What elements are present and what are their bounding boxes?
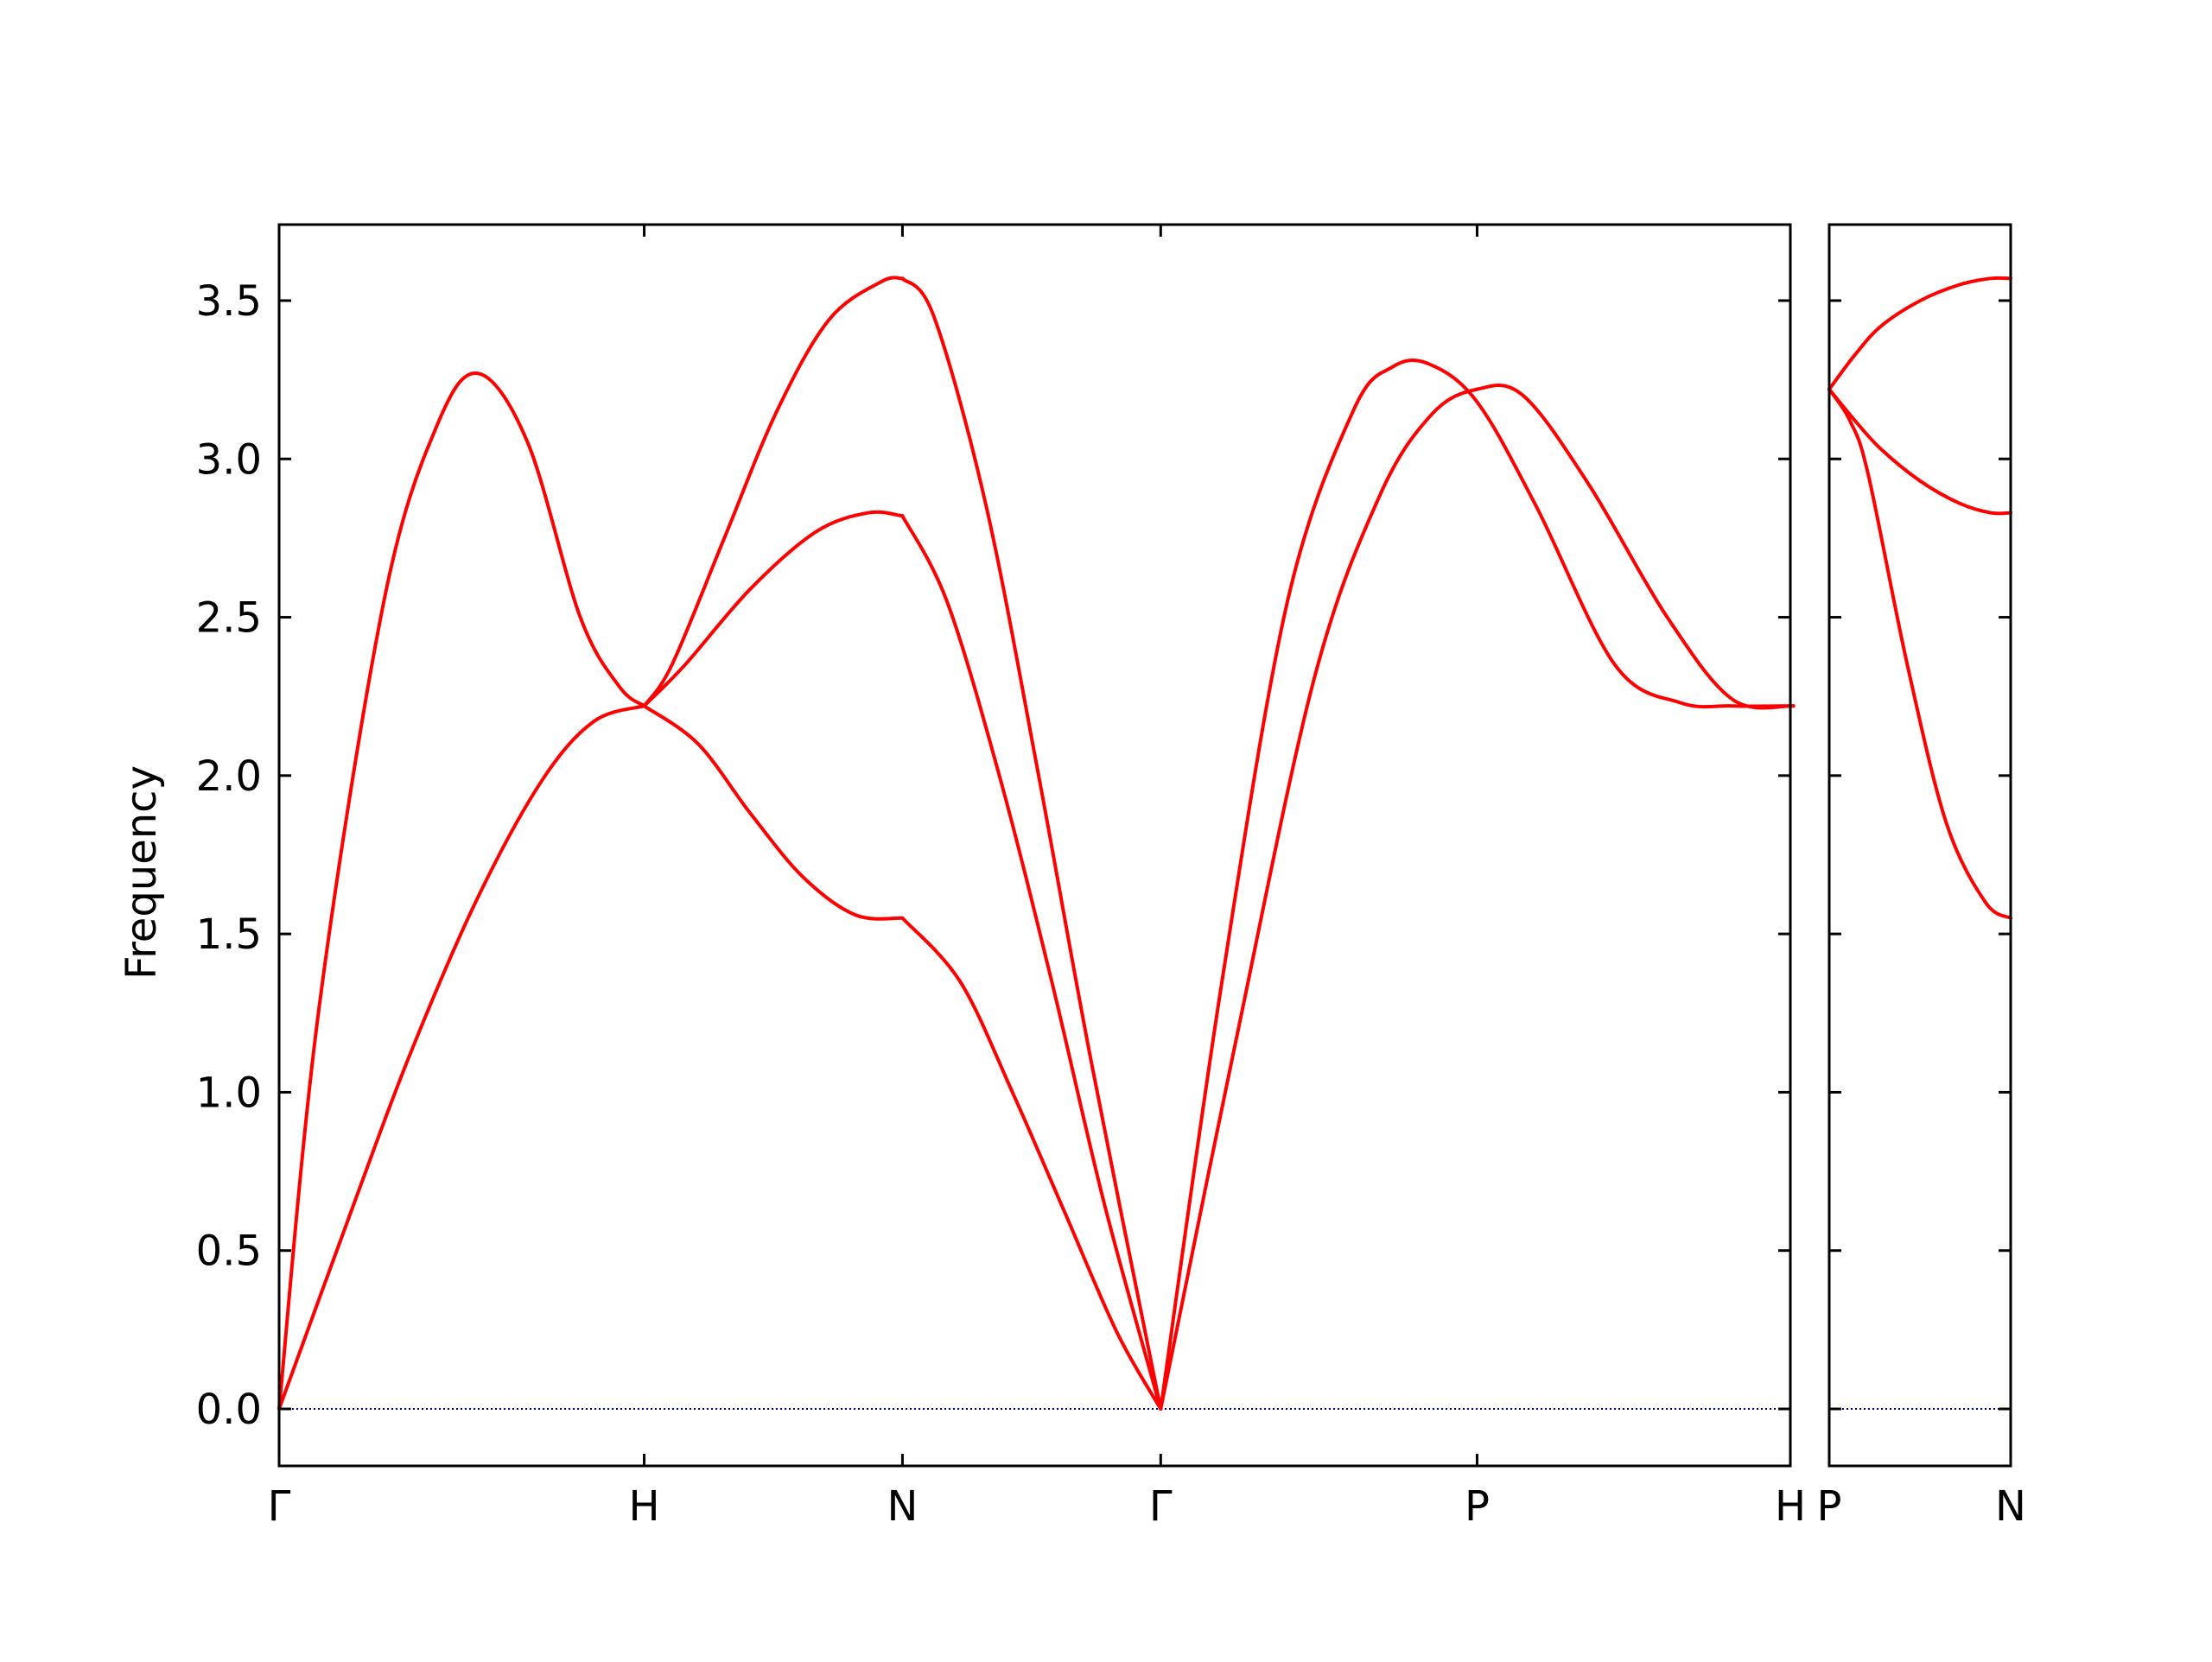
x-tick-label: N (1995, 1482, 2026, 1531)
band-line (900, 276, 1163, 1411)
band-line (1827, 276, 2012, 391)
x-tick-label: P (1465, 1482, 1490, 1531)
x-tick-label: N (887, 1482, 918, 1531)
band-line (277, 704, 646, 1411)
y-tick-label: 1.5 (196, 910, 262, 959)
band-line (900, 514, 1163, 1411)
x-tick-label: Γ (1149, 1482, 1173, 1531)
y-axis-label: Frequency (118, 765, 166, 980)
y-tick-label: 0.0 (196, 1386, 262, 1434)
x-tick-label: H (629, 1482, 660, 1531)
band-line (642, 510, 905, 708)
band-line (642, 704, 905, 921)
band-line (900, 916, 1163, 1411)
y-tick-label: 2.5 (196, 594, 262, 643)
y-tick-label: 1.0 (196, 1069, 262, 1117)
y-tick-label: 0.5 (196, 1227, 262, 1276)
axes-frame (1827, 223, 2012, 1468)
y-tick-label: 3.5 (196, 277, 262, 326)
x-tick-label: P (1817, 1482, 1842, 1531)
x-tick-label: Γ (268, 1482, 291, 1531)
y-tick-label: 2.0 (196, 752, 262, 801)
band-line (277, 371, 646, 1411)
band-line (642, 276, 905, 708)
band-line (1159, 358, 1796, 1411)
y-tick-label: 3.0 (196, 435, 262, 484)
x-tick-label: H (1775, 1482, 1806, 1531)
band-line (1827, 387, 2012, 516)
band-line (1159, 384, 1796, 1411)
band-line (1827, 387, 2012, 920)
axes-frame (277, 223, 1792, 1468)
